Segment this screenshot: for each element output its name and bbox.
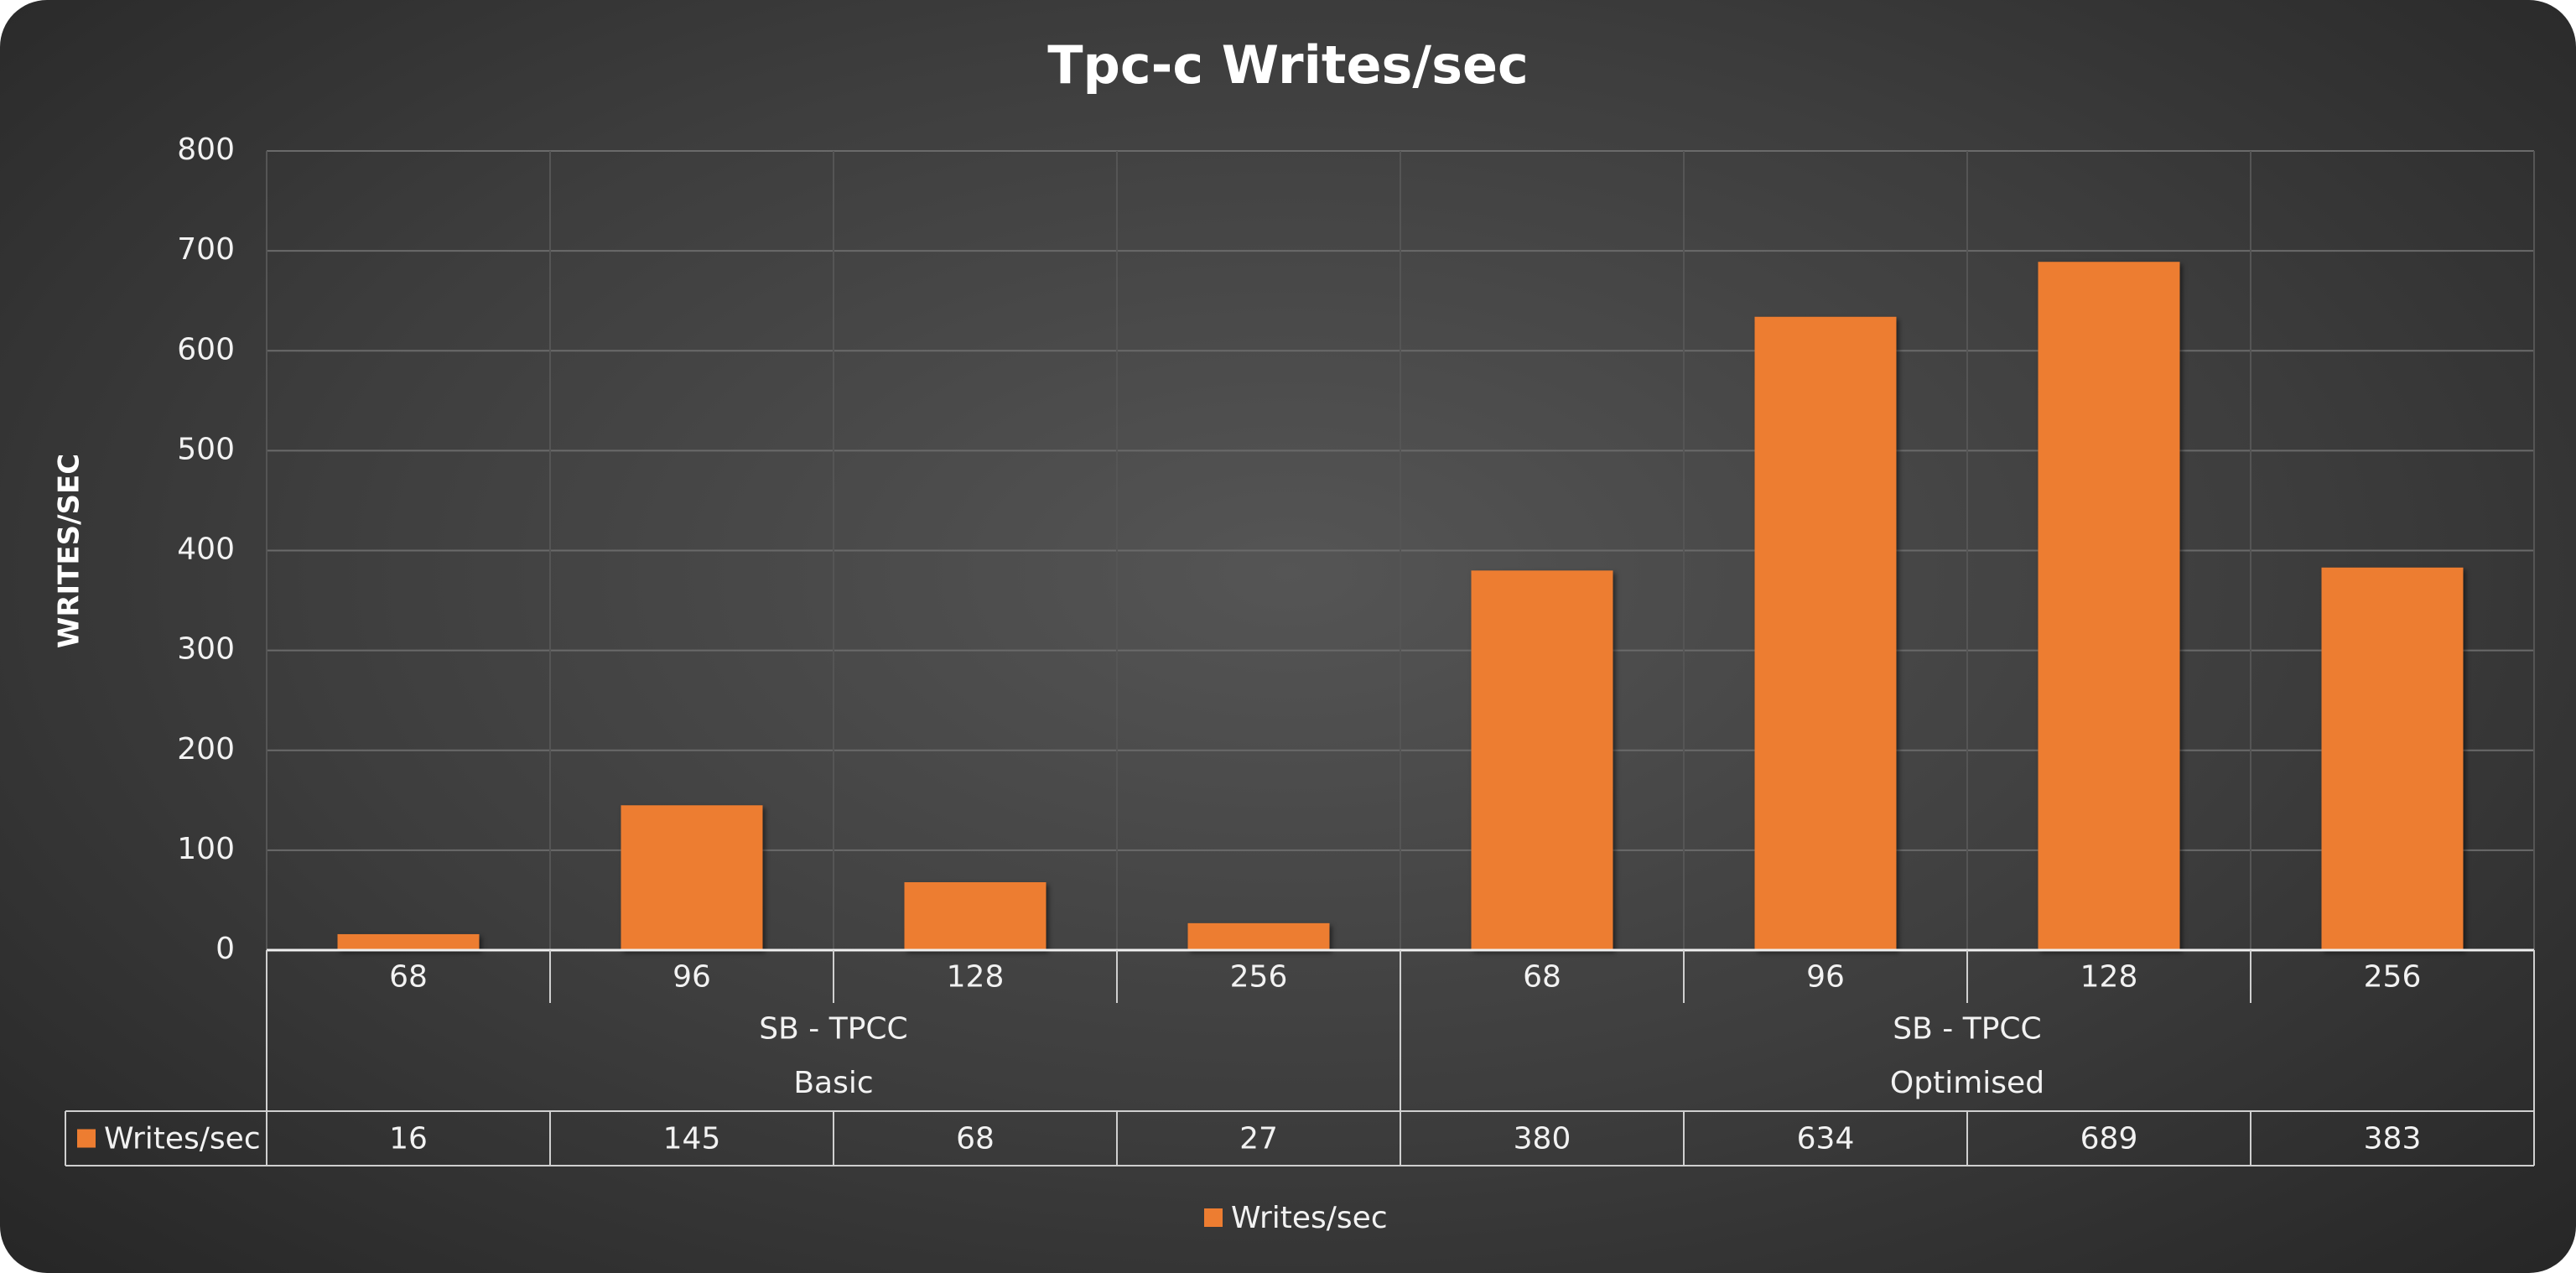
y-tick-label: 800	[177, 132, 235, 167]
legend-key	[1204, 1208, 1223, 1227]
y-tick-label: 300	[177, 632, 235, 667]
bar	[2038, 262, 2180, 950]
group-label: SB - TPCC	[759, 1011, 907, 1046]
bar	[337, 933, 480, 950]
y-tick-label: 700	[177, 232, 235, 267]
bar	[1471, 570, 1613, 950]
legend-label: Writes/sec	[1231, 1201, 1388, 1235]
x-tick-label: 256	[1230, 960, 1288, 995]
x-tick-label: 96	[1806, 960, 1845, 995]
y-tick-label: 400	[177, 533, 235, 567]
table-value: 689	[2080, 1122, 2138, 1156]
y-axis-label: WRITES/SEC	[53, 454, 86, 648]
x-tick-label: 96	[673, 960, 711, 995]
bar	[1754, 316, 1897, 950]
y-tick-label: 500	[177, 432, 235, 466]
table-value: 383	[2364, 1122, 2422, 1156]
y-tick-label: 200	[177, 732, 235, 766]
x-tick-label: 128	[947, 960, 1005, 995]
table-value: 634	[1797, 1122, 1855, 1156]
y-tick-label: 100	[177, 832, 235, 866]
y-tick-label: 0	[216, 932, 235, 966]
x-tick-label: 128	[2080, 960, 2138, 995]
bar	[904, 881, 1046, 950]
table-series-name: Writes/sec	[104, 1122, 261, 1156]
group-label: Basic	[793, 1066, 873, 1100]
table-value: 27	[1239, 1122, 1278, 1156]
x-tick-label: 68	[389, 960, 428, 995]
table-value: 380	[1514, 1122, 1571, 1156]
bar	[621, 805, 763, 950]
x-tick-label: 68	[1523, 960, 1561, 995]
table-value: 16	[389, 1122, 428, 1156]
bar	[2321, 567, 2464, 950]
table-value: 68	[956, 1122, 995, 1156]
group-label: Optimised	[1890, 1066, 2044, 1100]
chart-title: Tpc-c Writes/sec	[1047, 34, 1529, 96]
legend-key	[77, 1129, 96, 1148]
x-tick-label: 256	[2364, 960, 2422, 995]
y-tick-label: 600	[177, 332, 235, 366]
table-value: 145	[663, 1122, 721, 1156]
bar	[1187, 922, 1330, 950]
group-label: SB - TPCC	[1893, 1011, 2041, 1046]
